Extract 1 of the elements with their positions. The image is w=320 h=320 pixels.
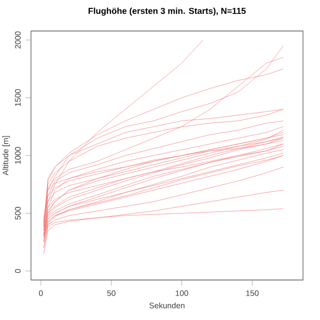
- chart-title: Flughöhe (ersten 3 min. Starts), N=115: [88, 8, 246, 16]
